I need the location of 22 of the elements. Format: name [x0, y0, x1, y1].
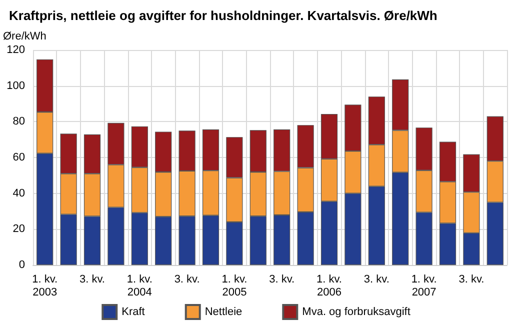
y-tick-label: 60	[12, 152, 25, 164]
y-tick-label: 20	[12, 223, 25, 236]
y-axis-title: Øre/kWh	[3, 30, 46, 42]
y-tick-label: 0	[18, 259, 25, 271]
x-tick-label: 1. kv. 2006	[316, 274, 342, 298]
x-tick-label: 1. kv. 2003	[32, 274, 58, 298]
legend-label: Kraft	[122, 306, 145, 318]
legend-label: Nettleie	[204, 306, 242, 318]
x-tick-label: 1. kv. 2007	[411, 274, 437, 298]
legend-label: Mva. og forbruksavgift	[302, 306, 410, 318]
y-tick-label: 80	[12, 116, 25, 128]
chart-title: Kraftpris, nettleie og avgifter for husholdninger. Kvartalsvis. Øre/kWh	[9, 8, 438, 23]
x-tick-label: 3. kv.	[80, 274, 105, 286]
y-tick-label: 100	[6, 80, 25, 92]
x-tick-label: 1. kv. 2005	[222, 274, 248, 298]
x-tick-label: 3. kv.	[364, 274, 390, 286]
y-tick-label: 40	[12, 187, 25, 200]
x-tick-label: 3. kv.	[174, 274, 200, 286]
x-tick-label: 1. kv. 2004	[126, 274, 152, 298]
y-tick-label: 120	[6, 44, 25, 56]
x-tick-label: 3. kv.	[458, 274, 484, 286]
x-tick-label: 3. kv.	[269, 274, 295, 286]
